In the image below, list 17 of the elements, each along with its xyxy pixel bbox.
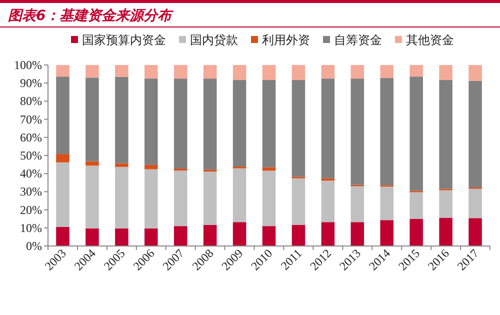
- y-tick-label: 100%: [14, 58, 42, 72]
- legend-label: 自筹资金: [334, 33, 382, 47]
- legend-label: 其他资金: [406, 33, 454, 47]
- y-tick-label: 60%: [20, 130, 42, 144]
- legend-label: 利用外资: [262, 33, 310, 47]
- y-tick-label: 50%: [20, 148, 42, 162]
- legend-label: 国家预算内资金: [82, 33, 166, 47]
- y-tick-label: 40%: [20, 166, 42, 181]
- y-tick-label: 30%: [20, 184, 42, 199]
- y-tick-label: 10%: [20, 220, 42, 235]
- y-tick-label: 20%: [20, 202, 42, 217]
- legend-label: 国内贷款: [190, 33, 238, 47]
- y-tick-label: 90%: [20, 76, 42, 90]
- y-tick-label: 70%: [20, 112, 42, 126]
- y-tick-label: 0%: [26, 239, 42, 253]
- chart-title: 图表6：基建资金来源分布: [8, 8, 175, 24]
- y-tick-label: 80%: [20, 94, 42, 108]
